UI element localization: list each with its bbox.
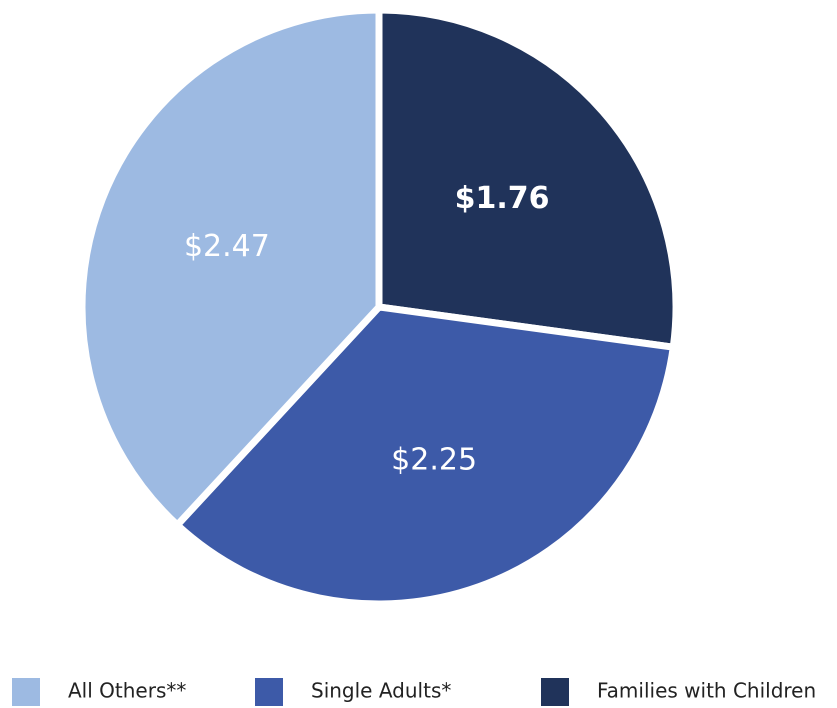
pie-slice bbox=[172, 303, 678, 608]
data-label: $2.25 bbox=[391, 442, 477, 477]
data-label: $2.47 bbox=[184, 229, 270, 264]
legend-label: Families with Children bbox=[597, 679, 816, 703]
legend-swatch bbox=[12, 678, 40, 706]
pie-slice bbox=[78, 6, 383, 530]
data-label: $1.76 bbox=[455, 181, 550, 216]
legend-label: All Others** bbox=[68, 679, 186, 703]
legend-swatch bbox=[255, 678, 283, 706]
legend-swatch bbox=[541, 678, 569, 706]
legend-label: Single Adults* bbox=[311, 679, 451, 703]
pie-slice bbox=[375, 6, 680, 352]
